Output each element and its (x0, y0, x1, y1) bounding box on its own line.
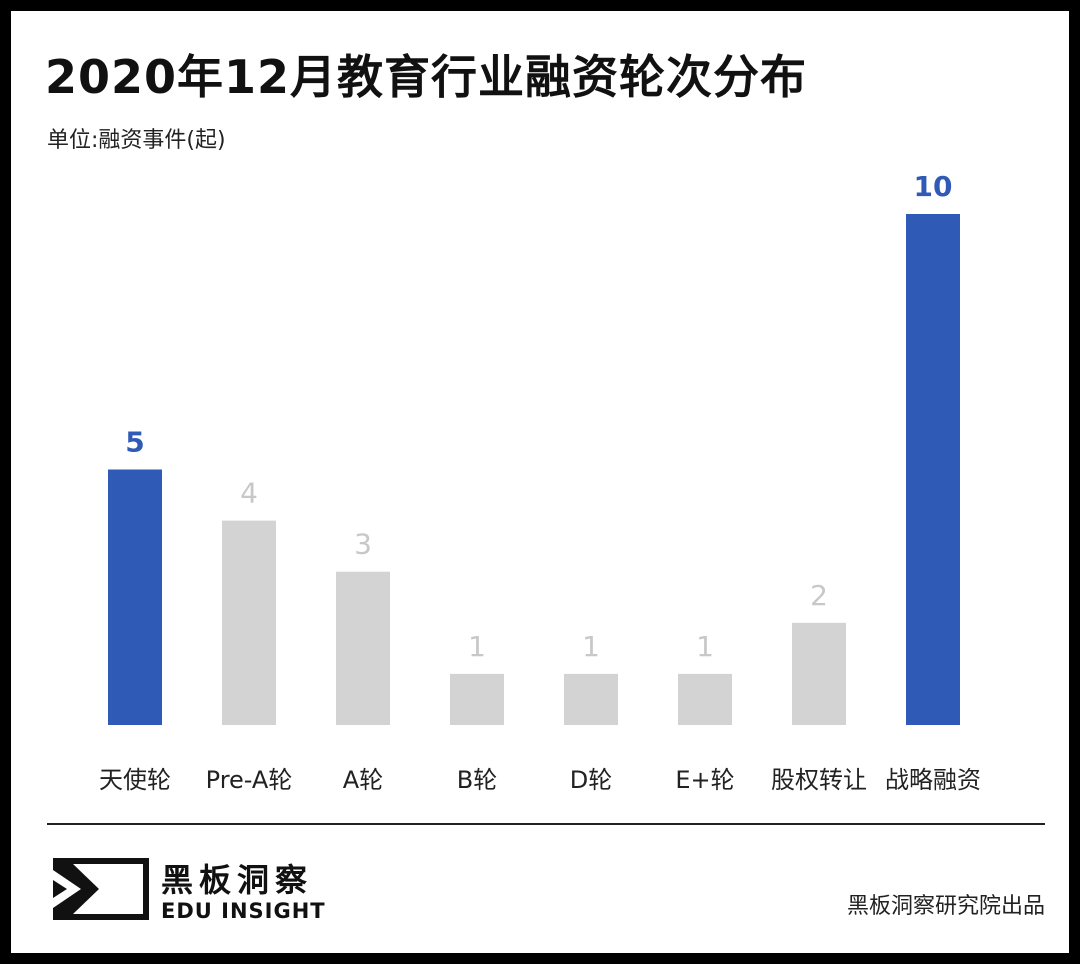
category-label-2: Pre-A轮 (206, 766, 293, 794)
data-label-7: 2 (810, 579, 828, 612)
brand-name-cn: 黑板洞察 (161, 861, 314, 899)
category-label-5: D轮 (570, 766, 612, 794)
bar-6 (678, 673, 732, 725)
chart-title: 2020年12月教育行业融资轮次分布 (45, 50, 808, 104)
source-credit: 黑板洞察研究院出品 (846, 894, 1045, 919)
category-label-4: B轮 (457, 766, 497, 794)
category-label-3: A轮 (343, 766, 383, 794)
category-label-8: 战略融资 (885, 766, 981, 794)
data-label-4: 1 (468, 630, 486, 663)
data-label-8: 10 (914, 170, 953, 203)
data-label-3: 3 (354, 528, 372, 561)
edu-insight-logo-icon (53, 858, 149, 920)
bar-3 (336, 571, 390, 725)
bar-5 (564, 673, 618, 725)
bar-8 (906, 214, 960, 725)
category-label-7: 股权转让 (771, 766, 867, 794)
bar-4 (450, 673, 504, 725)
unit-label: 单位:融资事件(起) (47, 128, 226, 153)
bar-2 (222, 520, 276, 725)
bar-chart: 5 天使轮 4 Pre-A轮 3 A轮 1 B轮 1 D轮 1 E+轮 2 股权转让 10 战略融资 (99, 170, 981, 794)
data-label-6: 1 (696, 630, 714, 663)
data-label-5: 1 (582, 630, 600, 663)
bar-7 (792, 622, 846, 725)
data-label-1: 5 (125, 426, 144, 459)
category-label-1: 天使轮 (99, 766, 171, 794)
category-label-6: E+轮 (675, 766, 734, 794)
data-label-2: 4 (240, 477, 258, 510)
brand-name-en: EDU INSIGHT (161, 899, 326, 923)
bar-1 (108, 469, 162, 725)
chart-card: 2020年12月教育行业融资轮次分布 单位:融资事件(起) 5 天使轮 4 Pre-A… (11, 11, 1069, 953)
footer-divider (47, 823, 1045, 825)
